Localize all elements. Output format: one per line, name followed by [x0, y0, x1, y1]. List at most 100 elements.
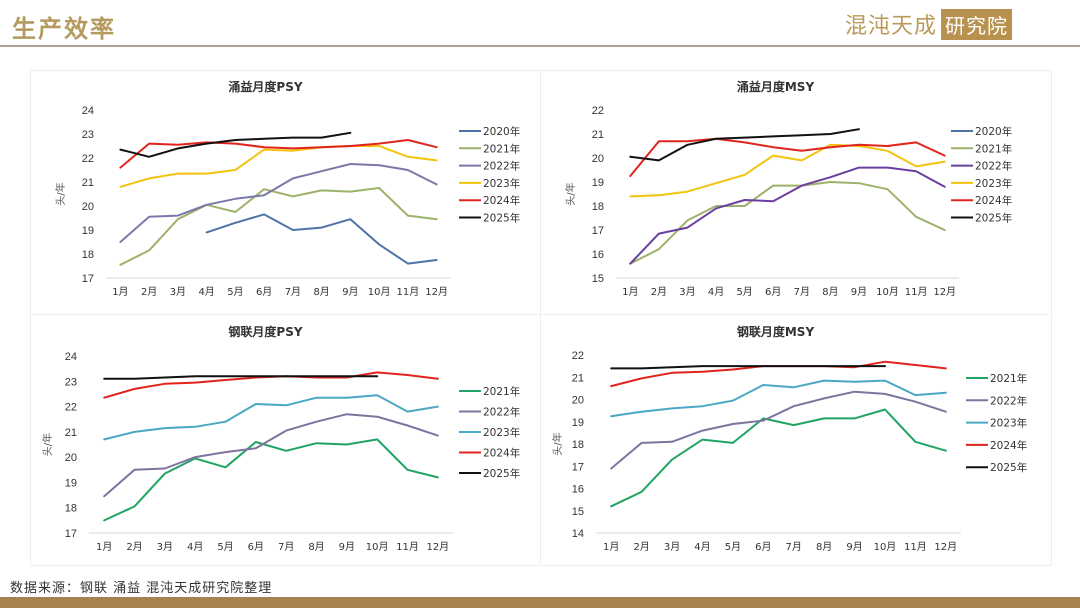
y-tick-label: 21	[82, 177, 94, 189]
series-line-2023年	[629, 143, 946, 198]
x-tick-label: 10月	[876, 286, 899, 298]
x-tick-label: 12月	[933, 286, 956, 298]
x-tick-label: 3月	[679, 286, 695, 298]
chart-ganglian-psy: 钢联月度PSY 头/年 17 18 19 20 21 22 23 24 1月 2月 3月 4月 5月 6月 7月…	[31, 315, 540, 564]
x-tick-label: 2月	[651, 286, 667, 298]
series-line-2023年	[610, 379, 947, 418]
series-line-2023年	[119, 145, 438, 188]
y-tick-label: 16	[572, 484, 584, 496]
x-tick-label: 5月	[736, 286, 752, 298]
y-tick-label: 20	[82, 201, 94, 213]
brand-logo: 混沌天成 研究院	[845, 8, 1013, 40]
charts-frame	[30, 70, 1052, 566]
series-line-2021年	[103, 438, 439, 522]
y-tick-label: 15	[592, 273, 604, 285]
y-tick-label: 17	[572, 461, 584, 473]
horizontal-divider	[30, 314, 1050, 315]
vertical-divider	[540, 70, 541, 564]
y-tick-label: 18	[82, 249, 94, 261]
x-tick-label: 4月	[198, 286, 214, 298]
series-line-2025年	[610, 365, 886, 370]
legend-label: 2023年	[483, 177, 520, 190]
x-tick-label: 3月	[170, 286, 186, 298]
y-tick-label: 24	[65, 351, 77, 363]
x-tick-label: 8月	[816, 541, 832, 553]
y-axis-label: 头/年	[564, 182, 577, 205]
legend-label: 2023年	[975, 177, 1012, 190]
x-tick-label: 11月	[905, 286, 928, 298]
logo-script-text: 混沌天成	[845, 14, 938, 39]
chart-svg: 涌益月度MSY 头/年 15 16 17 18 19 20 21 22 1月 2月 3月 4月 5月 6月 7月…	[564, 79, 1012, 298]
y-tick-label: 16	[592, 249, 604, 261]
series-line-2024年	[629, 137, 946, 177]
legend-label: 2024年	[975, 194, 1012, 207]
x-tick-label: 1月	[112, 286, 128, 298]
x-tick-label: 8月	[313, 286, 329, 298]
y-tick-label: 15	[572, 506, 584, 518]
y-tick-label: 19	[65, 477, 77, 489]
legend-label: 2025年	[483, 467, 520, 480]
data-source-note: 数据来源：钢联 涌益 混沌天成研究院整理	[10, 581, 273, 596]
x-tick-label: 12月	[934, 541, 957, 553]
x-tick-label: 9月	[342, 286, 358, 298]
x-tick-label: 12月	[425, 286, 448, 298]
legend-label: 2024年	[483, 447, 520, 460]
y-tick-label: 19	[82, 225, 94, 237]
x-tick-label: 2月	[633, 541, 649, 553]
x-tick-label: 3月	[664, 541, 680, 553]
chart-title: 钢联月度MSY	[737, 324, 815, 339]
series-line-2021年	[629, 181, 946, 265]
x-tick-label: 1月	[96, 541, 112, 553]
x-tick-label: 4月	[187, 541, 203, 553]
x-tick-label: 6月	[256, 286, 272, 298]
chart-title: 涌益月度PSY	[228, 79, 302, 94]
x-tick-label: 6月	[765, 286, 781, 298]
chart-title: 钢联月度PSY	[228, 324, 302, 339]
y-tick-label: 23	[65, 376, 77, 388]
x-tick-label: 12月	[426, 541, 449, 553]
legend-label: 2023年	[483, 426, 520, 439]
footer-bar	[0, 597, 1080, 608]
series-line-2025年	[103, 375, 379, 380]
series-line-2021年	[610, 408, 947, 508]
y-tick-label: 21	[592, 129, 604, 141]
chart-svg: 钢联月度MSY 头/年 14 15 16 17 18 19 20 21 22 1月 2月 3月 4月 5月 6月…	[551, 324, 1027, 553]
x-tick-label: 9月	[339, 541, 355, 553]
x-tick-label: 5月	[227, 286, 243, 298]
series-line-2025年	[119, 131, 352, 158]
x-tick-label: 7月	[786, 541, 802, 553]
y-tick-label: 23	[82, 129, 94, 141]
x-tick-label: 4月	[694, 541, 710, 553]
y-tick-label: 18	[572, 439, 584, 451]
legend-label: 2022年	[975, 160, 1012, 173]
legend-label: 2025年	[990, 461, 1027, 474]
x-tick-label: 4月	[708, 286, 724, 298]
x-tick-label: 10月	[874, 541, 897, 553]
x-tick-label: 11月	[396, 541, 419, 553]
x-tick-label: 11月	[397, 286, 420, 298]
x-tick-label: 5月	[217, 541, 233, 553]
x-tick-label: 5月	[725, 541, 741, 553]
page-title: 生产效率	[12, 14, 116, 43]
series-line-2025年	[629, 128, 860, 162]
y-tick-label: 22	[592, 105, 604, 117]
y-tick-label: 17	[82, 273, 94, 285]
x-tick-label: 10月	[368, 286, 391, 298]
x-tick-label: 11月	[904, 541, 927, 553]
legend-label: 2024年	[990, 439, 1027, 452]
series-line-2022年	[119, 163, 438, 243]
y-axis-label: 头/年	[54, 182, 67, 205]
chart-svg: 涌益月度PSY 头/年 17 18 19 20 21 22 23 24 1月 2月 3月 4月 5月 6月 7月…	[54, 79, 520, 298]
series-line-2022年	[103, 413, 439, 498]
y-axis-label: 头/年	[41, 433, 54, 456]
legend-label: 2020年	[483, 125, 520, 138]
legend-label: 2021年	[990, 372, 1027, 385]
legend-label: 2022年	[483, 406, 520, 419]
x-tick-label: 6月	[755, 541, 771, 553]
y-tick-label: 20	[592, 153, 604, 165]
series-line-2022年	[610, 390, 947, 470]
legend-label: 2020年	[975, 125, 1012, 138]
x-tick-label: 6月	[248, 541, 264, 553]
x-tick-label: 2月	[126, 541, 142, 553]
x-tick-label: 8月	[822, 286, 838, 298]
